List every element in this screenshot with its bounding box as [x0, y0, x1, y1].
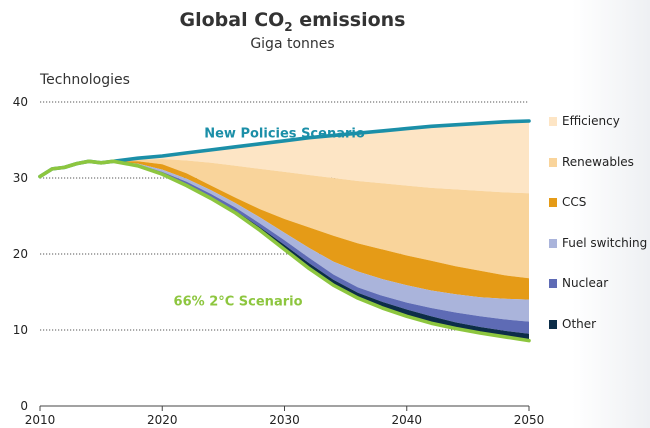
legend-swatch-fuel-switching — [549, 238, 557, 248]
chart-subtitle: Giga tonnes — [250, 36, 335, 52]
legend-label-fuel-switching: Fuel switching — [562, 235, 648, 250]
legend-label-renewables: Renewables — [562, 154, 634, 169]
annotation-66-2-c-scenario: 66% 2°C Scenario — [174, 295, 303, 310]
legend-swatch-other — [549, 319, 557, 329]
legend-label-nuclear: Nuclear — [562, 276, 609, 290]
x-tick-label-2050: 2050 — [514, 413, 545, 427]
y-tick-label-40: 40 — [13, 95, 28, 109]
chart-title: Global CO2 emissions — [0, 9, 585, 34]
band-nuclear — [40, 161, 529, 334]
x-tick-label-2030: 2030 — [269, 413, 300, 427]
band-efficiency — [40, 121, 529, 194]
y-tick-label-20: 20 — [13, 247, 28, 261]
legend-swatch-renewables — [549, 157, 557, 167]
legend-swatch-nuclear — [549, 279, 557, 288]
y-tick-label-10: 10 — [13, 323, 28, 337]
x-axis — [39, 405, 530, 411]
band-fuel-switching — [40, 161, 529, 322]
legend-label-ccs: CCS — [562, 195, 587, 209]
area-bands — [40, 121, 529, 341]
title-subscript: 2 — [284, 19, 293, 34]
band-renewables — [40, 159, 529, 279]
scenario-lines — [38, 119, 531, 343]
legend-label-other: Other — [562, 316, 597, 331]
title-text: Global CO — [179, 9, 285, 31]
y-tick-label-0: 0 — [20, 399, 28, 413]
gridlines — [40, 101, 529, 331]
band-ccs — [40, 161, 529, 300]
x-tick-label-2040: 2040 — [391, 413, 422, 427]
x-tick-label-2020: 2020 — [147, 413, 178, 427]
annotations: New Policies Scenario 66% 2°C Scenario — [174, 127, 365, 310]
line-66-2-c-scenario — [38, 159, 531, 343]
x-tick-label-2010: 2010 — [25, 413, 56, 427]
legend-swatch-efficiency — [549, 117, 557, 126]
title-suffix: emissions — [292, 9, 406, 31]
annotation-new-policies-scenario: New Policies Scenario — [204, 127, 365, 142]
y-tick-label-30: 30 — [13, 171, 28, 185]
legend-swatch-ccs — [549, 198, 557, 207]
legend-label-efficiency: Efficiency — [562, 114, 620, 128]
y-axis-label: Technologies — [40, 72, 130, 88]
